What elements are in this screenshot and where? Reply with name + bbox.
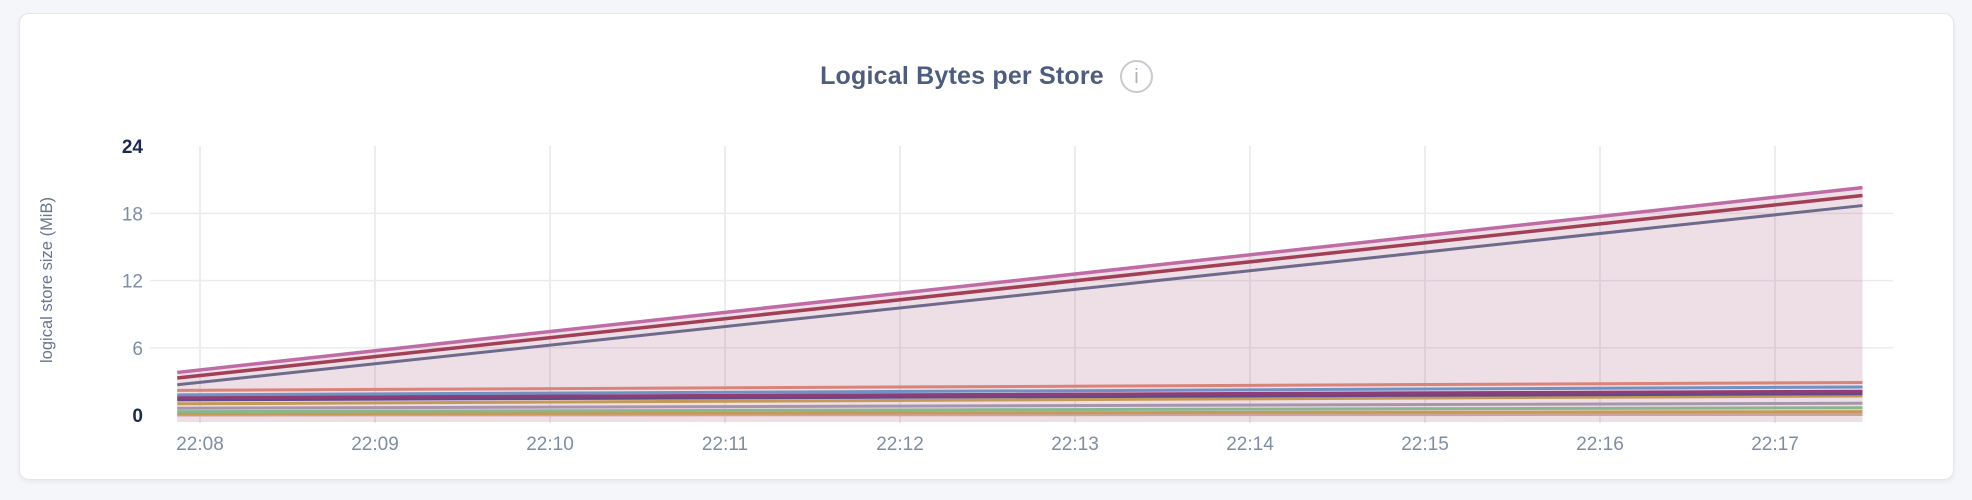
series-line <box>177 392 1863 402</box>
series-line <box>177 389 1863 400</box>
y-tick-label: 0 <box>132 406 143 427</box>
info-icon[interactable]: i <box>1119 60 1153 93</box>
chart-title: Logical Bytes per Store <box>820 62 1104 90</box>
y-axis-label: logical store size (MiB) <box>38 197 56 363</box>
series-line <box>177 385 1863 397</box>
series-line <box>177 394 1863 406</box>
series-line <box>177 204 1863 387</box>
series-line <box>177 401 1863 410</box>
x-tick-label: 22:10 <box>526 434 574 455</box>
x-tick-label: 22:16 <box>1576 434 1624 455</box>
y-tick-label: 24 <box>122 137 144 158</box>
x-tick-label: 22:14 <box>1226 434 1274 455</box>
series-line <box>177 381 1863 392</box>
x-tick-label: 22:15 <box>1401 434 1449 455</box>
y-tick-label: 18 <box>122 204 143 225</box>
x-tick-label: 22:12 <box>876 434 924 455</box>
x-tick-label: 22:11 <box>702 434 748 455</box>
x-tick-label: 22:09 <box>351 434 399 455</box>
x-tick-label: 22:17 <box>1751 434 1799 455</box>
y-tick-label: 6 <box>132 339 143 360</box>
series-line <box>177 410 1863 416</box>
info-icon-glyph: i <box>1134 65 1139 88</box>
chart-header: Logical Bytes per Store i <box>20 60 1953 93</box>
y-tick-label: 12 <box>122 272 143 293</box>
x-tick-label: 22:08 <box>176 434 224 455</box>
x-tick-label: 22:13 <box>1051 434 1099 455</box>
series-line <box>177 406 1863 414</box>
series-line <box>177 193 1863 380</box>
series-area <box>177 187 1863 422</box>
series-line <box>177 185 1863 375</box>
